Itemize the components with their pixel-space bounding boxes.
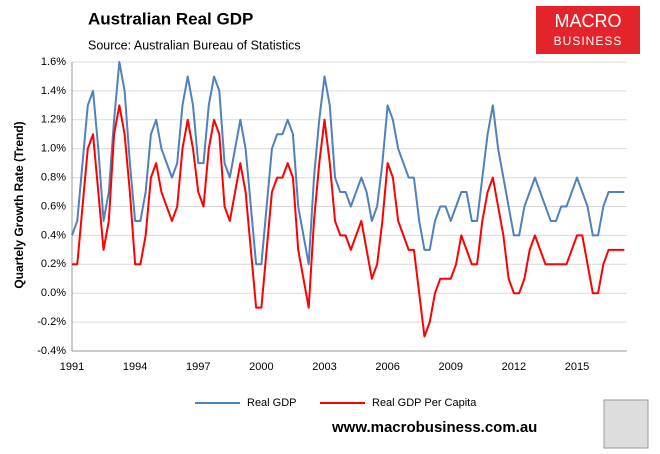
logo-text: BUSINESS <box>554 34 623 48</box>
y-tick-label: 0.0% <box>41 287 66 299</box>
y-tick-label: 0.6% <box>41 200 66 212</box>
x-tick-label: 2015 <box>565 361 589 373</box>
y-tick-label: 0.4% <box>41 229 66 241</box>
series-line <box>72 104 625 338</box>
y-tick-label: 0.8% <box>41 172 66 184</box>
y-tick-label: 1.0% <box>41 143 66 155</box>
series-line <box>71 61 625 266</box>
y-tick-label: -0.4% <box>37 345 66 357</box>
y-tick-label: -0.2% <box>37 316 66 328</box>
chart-title: Australian Real GDP <box>88 9 253 28</box>
x-tick-label: 2003 <box>312 361 336 373</box>
y-tick-label: 0.2% <box>41 258 66 270</box>
y-tick-label: 1.4% <box>41 85 66 97</box>
wolf-icon <box>603 399 649 449</box>
legend-label: Real GDP Per Capita <box>372 397 477 409</box>
logo-text: MACRO <box>555 11 622 31</box>
x-tick-label: 2012 <box>502 361 526 373</box>
x-tick-label: 2000 <box>249 361 273 373</box>
x-tick-label: 1994 <box>123 361 147 373</box>
y-tick-label: 1.2% <box>41 114 66 126</box>
x-tick-label: 1997 <box>186 361 210 373</box>
legend-label: Real GDP <box>247 397 297 409</box>
y-tick-label: 1.6% <box>41 56 66 68</box>
x-tick-label: 2006 <box>375 361 399 373</box>
chart-subtitle: Source: Australian Bureau of Statistics <box>88 38 301 52</box>
x-tick-label: 1991 <box>60 361 84 373</box>
y-axis-label: Quartely Growth Rate (Trend) <box>12 121 26 288</box>
logo-box <box>536 6 640 54</box>
x-tick-label: 2009 <box>439 361 463 373</box>
website: www.macrobusiness.com.au <box>331 419 537 436</box>
